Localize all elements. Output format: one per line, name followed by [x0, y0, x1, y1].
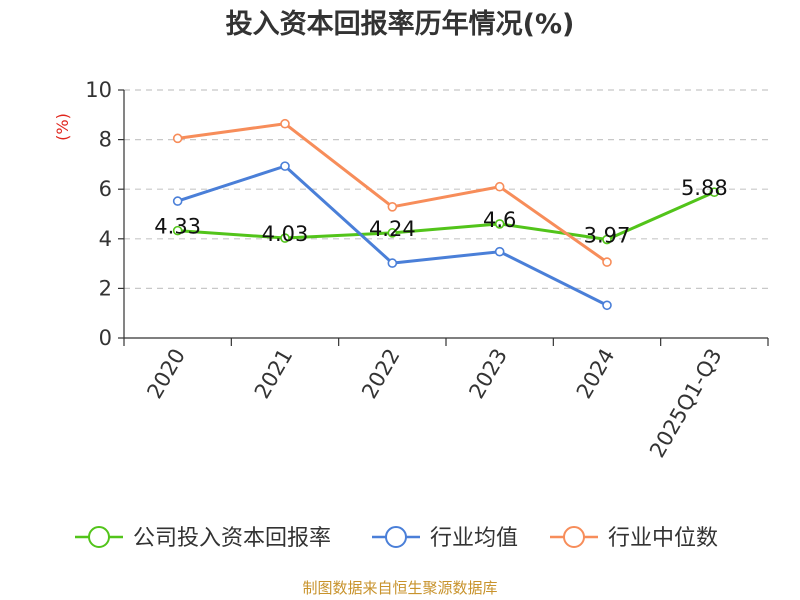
legend-label: 行业中位数 — [608, 526, 718, 551]
data-point — [280, 233, 290, 243]
data-point — [280, 118, 290, 129]
x-tick-label: 2022 — [357, 345, 405, 403]
legend-marker — [88, 526, 110, 548]
data-point — [280, 161, 290, 171]
y-tick-label: 8 — [99, 128, 112, 152]
data-label: 4.03 — [262, 222, 309, 246]
x-tick-label: 2021 — [250, 345, 298, 403]
data-point — [494, 219, 505, 229]
data-point — [387, 258, 398, 268]
data-point — [602, 300, 612, 311]
data-label: 3.97 — [584, 224, 631, 248]
data-point — [172, 133, 183, 144]
data-point — [494, 246, 505, 257]
y-tick-label: 4 — [99, 227, 112, 251]
legend-label: 公司投入资本回报率 — [133, 526, 331, 551]
legend-marker — [563, 526, 585, 548]
data-point — [602, 257, 612, 267]
data-label: 4.33 — [154, 215, 201, 239]
y-tick-label: 2 — [99, 276, 112, 300]
data-label: 4.24 — [369, 217, 416, 241]
series-line — [177, 122, 608, 264]
y-tick-label: 0 — [99, 326, 112, 350]
data-point — [387, 228, 398, 238]
source-note: 制图数据来自恒生聚源数据库 — [302, 579, 497, 597]
x-tick-label: 2020 — [142, 345, 190, 403]
x-tick-label: 2024 — [572, 345, 620, 403]
data-label: 5.88 — [681, 176, 728, 200]
x-tick-label: 2025Q1-Q3 — [645, 345, 727, 462]
y-axis-label: (%) — [53, 113, 72, 141]
data-point — [172, 196, 183, 206]
data-point — [602, 234, 612, 245]
data-label: 4.6 — [483, 208, 516, 232]
y-tick-label: 6 — [99, 177, 112, 201]
legend-marker — [385, 526, 407, 548]
series-line — [177, 190, 715, 242]
chart-title: 投入资本回报率历年情况(%) — [226, 8, 575, 40]
data-point — [709, 187, 720, 197]
y-tick-label: 10 — [85, 78, 112, 102]
data-point — [494, 181, 505, 192]
data-point — [387, 202, 398, 212]
data-point — [172, 225, 183, 236]
x-tick-label: 2023 — [464, 344, 512, 402]
legend-label: 行业均值 — [430, 526, 518, 551]
